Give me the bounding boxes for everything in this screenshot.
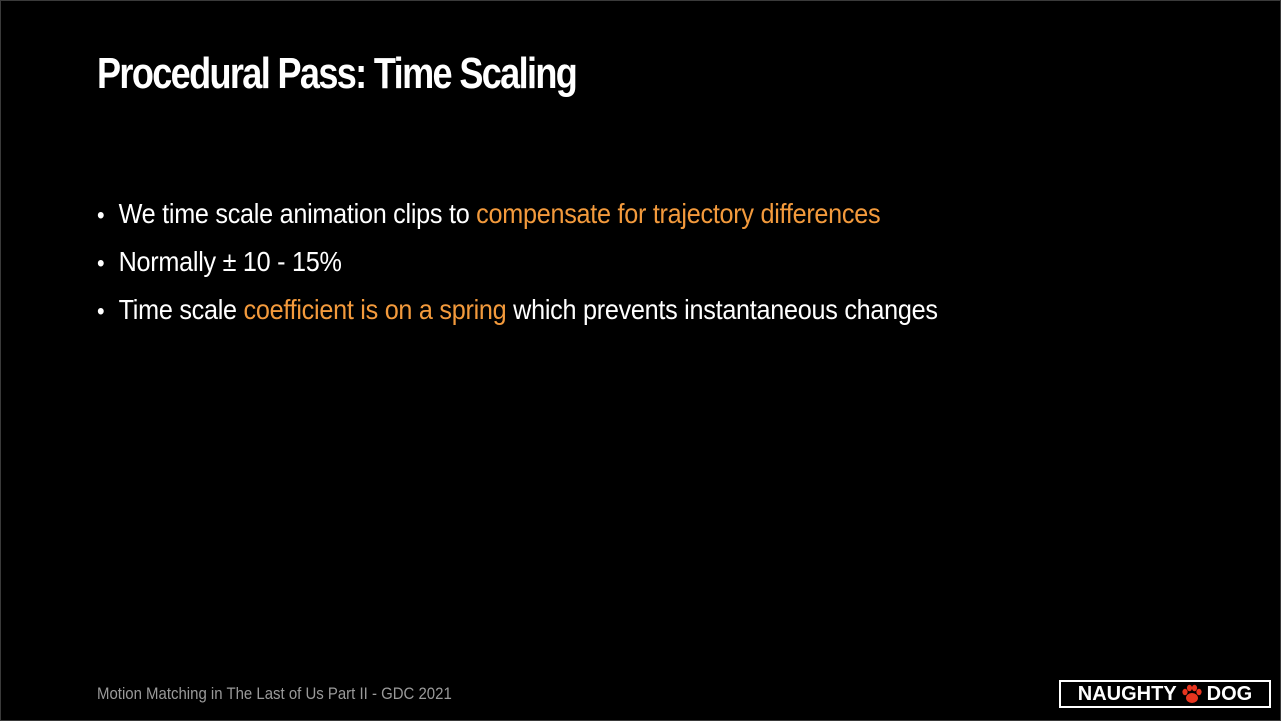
bullet-item: • Time scale coefficient is on a spring w…	[97, 290, 938, 338]
bullet-dot: •	[97, 250, 105, 277]
bullet-highlight: compensate for trajectory differences	[476, 198, 881, 229]
naughty-dog-logo: NAUGHTY DOG	[1059, 680, 1271, 708]
bullet-text: which prevents instantaneous changes	[506, 294, 938, 325]
bullet-text: Time scale	[118, 294, 244, 325]
bullet-highlight: coefficient is on a spring	[243, 294, 507, 325]
bullet-item: • We time scale animation clips to compen…	[97, 194, 938, 242]
bullet-dot: •	[97, 202, 105, 229]
slide-title: Procedural Pass: Time Scaling	[97, 49, 578, 98]
logo-text-right: DOG	[1206, 683, 1253, 705]
bullet-text: Normally ± 10 - 15%	[118, 246, 342, 277]
logo-inner: NAUGHTY DOG	[1061, 682, 1269, 706]
logo-text-left: NAUGHTY	[1077, 683, 1177, 705]
bullet-dot: •	[97, 298, 105, 325]
paw-icon	[1182, 684, 1202, 703]
bullet-text: We time scale animation clips to	[118, 198, 477, 229]
bullet-list: • We time scale animation clips to compen…	[97, 194, 1031, 338]
bullet-item: • Normally ± 10 - 15%	[97, 242, 938, 290]
footer-caption: Motion Matching in The Last of Us Part I…	[97, 684, 452, 703]
